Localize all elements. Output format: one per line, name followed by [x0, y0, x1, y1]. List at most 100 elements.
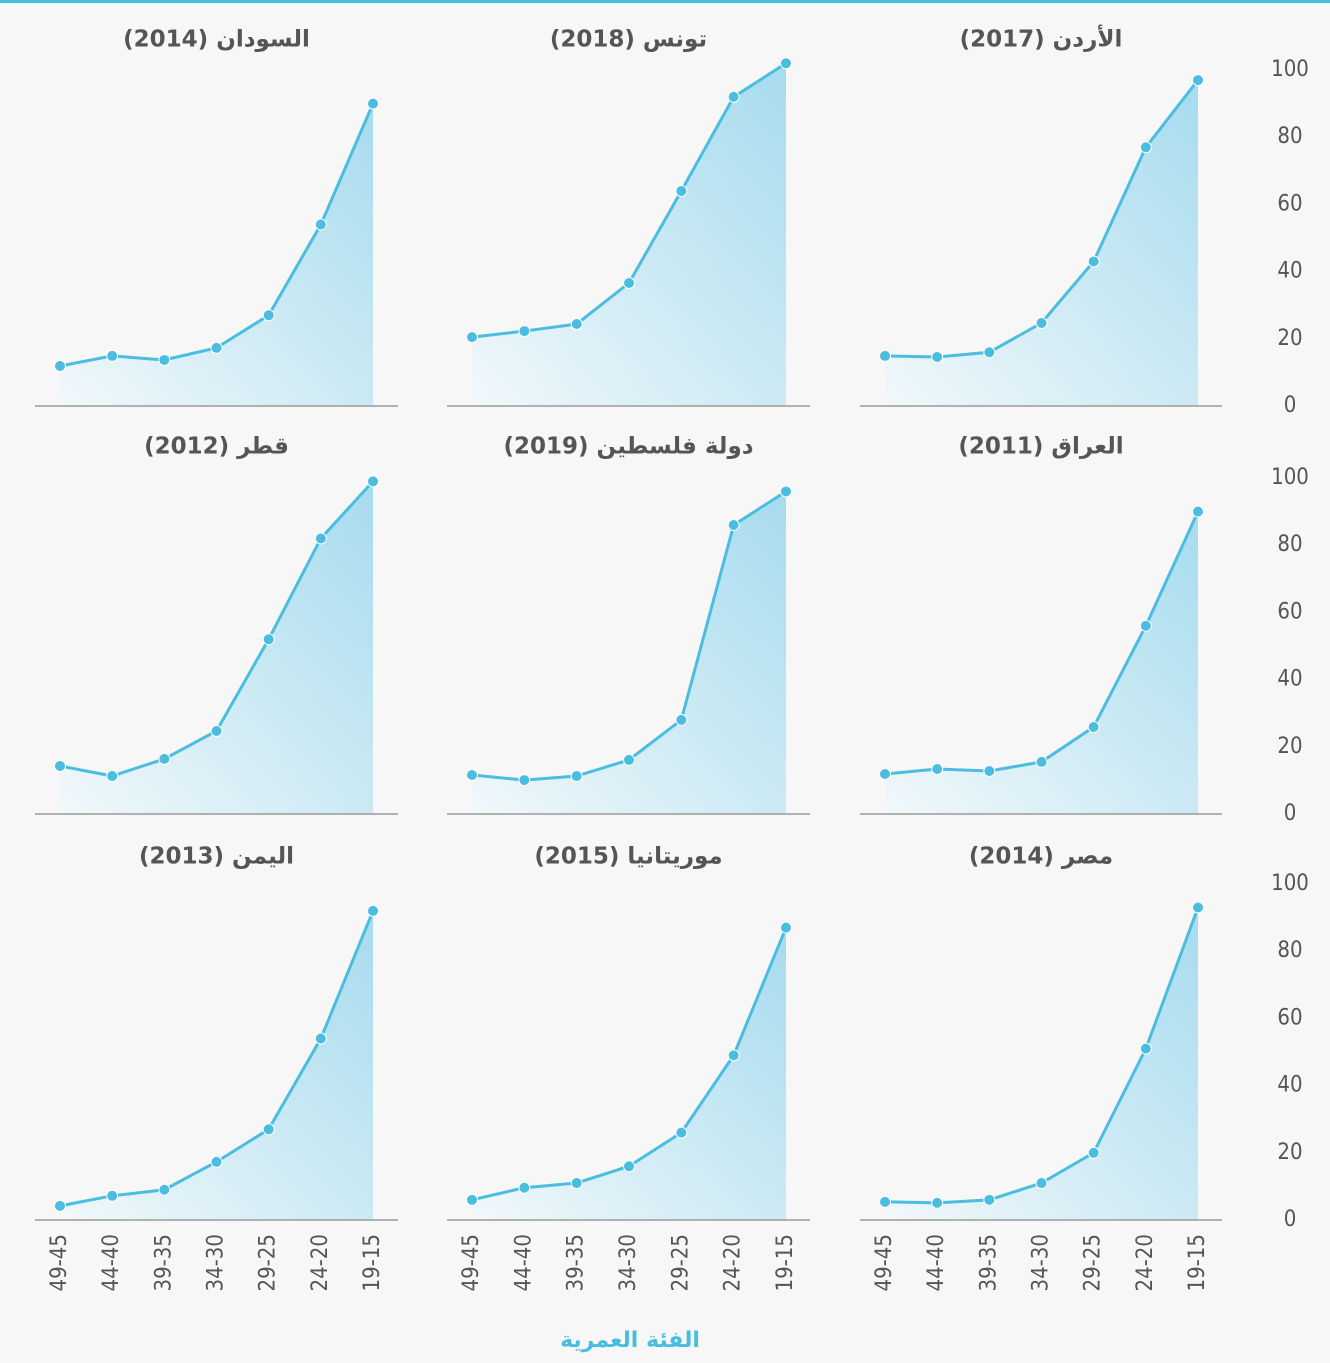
y-tick-label: 20	[1277, 326, 1302, 351]
y-tick-label: 0	[1284, 801, 1297, 826]
x-tick-label: 29-25	[1081, 1234, 1106, 1292]
point	[983, 764, 996, 777]
x-tick-label: 44-40	[924, 1234, 949, 1292]
x-tick-label: 19-15	[773, 1234, 798, 1292]
y-tick-label: 80	[1277, 938, 1302, 963]
point	[54, 360, 66, 373]
point	[466, 769, 478, 782]
x-tick-label: 34-30	[1029, 1234, 1054, 1292]
point	[1035, 1177, 1048, 1190]
x-tick-label: 44-40	[99, 1234, 124, 1292]
point	[1035, 317, 1048, 330]
point	[727, 90, 740, 103]
point	[931, 762, 944, 775]
point	[675, 184, 688, 197]
chart-title: موريتانيا (2015)	[534, 844, 722, 870]
y-tick-label: 100	[1271, 871, 1309, 896]
point	[879, 768, 891, 781]
point	[210, 725, 223, 738]
y-tick-label: 20	[1277, 1140, 1302, 1165]
x-tick-label: 19-15	[360, 1234, 385, 1292]
point	[54, 1199, 66, 1212]
point	[367, 904, 379, 917]
point	[518, 1181, 531, 1194]
x-tick-label: 24-20	[721, 1234, 746, 1292]
point	[983, 346, 996, 359]
area	[60, 103, 373, 406]
x-tick-label: 49-45	[872, 1234, 897, 1292]
point	[623, 753, 635, 766]
area	[885, 80, 1198, 406]
chart-title: السودان (2014)	[123, 27, 310, 53]
top-rule	[0, 0, 1330, 3]
point	[727, 519, 740, 532]
point	[780, 57, 792, 70]
point	[106, 349, 119, 362]
y-tick-label: 100	[1271, 465, 1309, 490]
point	[518, 774, 531, 787]
y-tick-label: 40	[1277, 1073, 1302, 1098]
point	[1192, 901, 1204, 914]
chart-title: الأردن (2017)	[960, 24, 1123, 53]
point	[1087, 720, 1100, 733]
point	[879, 1195, 891, 1208]
x-tick-label: 39-35	[564, 1234, 589, 1292]
x-tick-label: 39-35	[151, 1234, 176, 1292]
point	[367, 475, 379, 488]
point	[983, 1193, 996, 1206]
point	[675, 713, 688, 726]
point	[1192, 74, 1204, 87]
point	[1035, 755, 1048, 768]
point	[367, 97, 379, 110]
point	[262, 633, 275, 646]
x-tick-label: 49-45	[459, 1234, 484, 1292]
area	[60, 481, 373, 814]
x-tick-label: 34-30	[204, 1234, 229, 1292]
point	[262, 309, 275, 322]
point	[158, 1183, 171, 1196]
point	[1139, 619, 1152, 632]
point	[780, 485, 792, 498]
y-tick-label: 100	[1271, 57, 1309, 82]
point	[623, 1160, 635, 1173]
x-tick-label: 49-45	[47, 1234, 72, 1292]
y-tick-label: 60	[1277, 599, 1302, 624]
area	[472, 63, 786, 406]
chart-title: قطر (2012)	[144, 434, 289, 460]
y-tick-label: 20	[1277, 734, 1302, 759]
area	[885, 511, 1198, 814]
point	[314, 218, 327, 231]
point	[623, 277, 635, 290]
point	[570, 318, 583, 331]
y-tick-label: 60	[1277, 191, 1302, 216]
point	[518, 325, 531, 338]
point	[262, 1123, 275, 1136]
area	[885, 907, 1198, 1220]
point	[210, 1155, 223, 1168]
point	[314, 1032, 327, 1045]
chart-title: مصر (2014)	[969, 844, 1113, 870]
point	[1139, 1042, 1152, 1055]
x-axis-title: الفئة العمرية	[560, 1328, 700, 1353]
chart-title: العراق (2011)	[958, 434, 1123, 460]
point	[570, 770, 583, 783]
point	[106, 1189, 119, 1202]
y-tick-label: 60	[1277, 1005, 1302, 1030]
x-tick-label: 24-20	[1133, 1234, 1158, 1292]
area	[60, 910, 373, 1220]
point	[570, 1177, 583, 1190]
area	[472, 927, 786, 1220]
point	[106, 770, 119, 783]
y-tick-label: 0	[1284, 1207, 1297, 1232]
point	[54, 759, 66, 772]
y-tick-label: 0	[1284, 393, 1297, 418]
x-tick-label: 29-25	[256, 1234, 281, 1292]
y-tick-label: 40	[1277, 667, 1302, 692]
point	[780, 921, 792, 934]
y-tick-label: 40	[1277, 259, 1302, 284]
y-tick-label: 80	[1277, 532, 1302, 557]
chart-title: تونس (2018)	[550, 27, 707, 53]
point	[158, 353, 171, 366]
point	[879, 349, 891, 362]
